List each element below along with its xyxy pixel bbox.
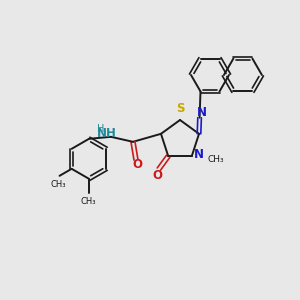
Text: N: N — [196, 106, 207, 119]
Text: O: O — [132, 158, 142, 171]
Text: N: N — [194, 148, 204, 161]
Text: S: S — [176, 102, 184, 115]
Text: H: H — [97, 124, 105, 134]
Text: CH₃: CH₃ — [208, 155, 224, 164]
Text: NH: NH — [97, 127, 117, 140]
Text: O: O — [153, 169, 163, 182]
Text: CH₃: CH₃ — [80, 197, 96, 206]
Text: CH₃: CH₃ — [51, 180, 66, 189]
